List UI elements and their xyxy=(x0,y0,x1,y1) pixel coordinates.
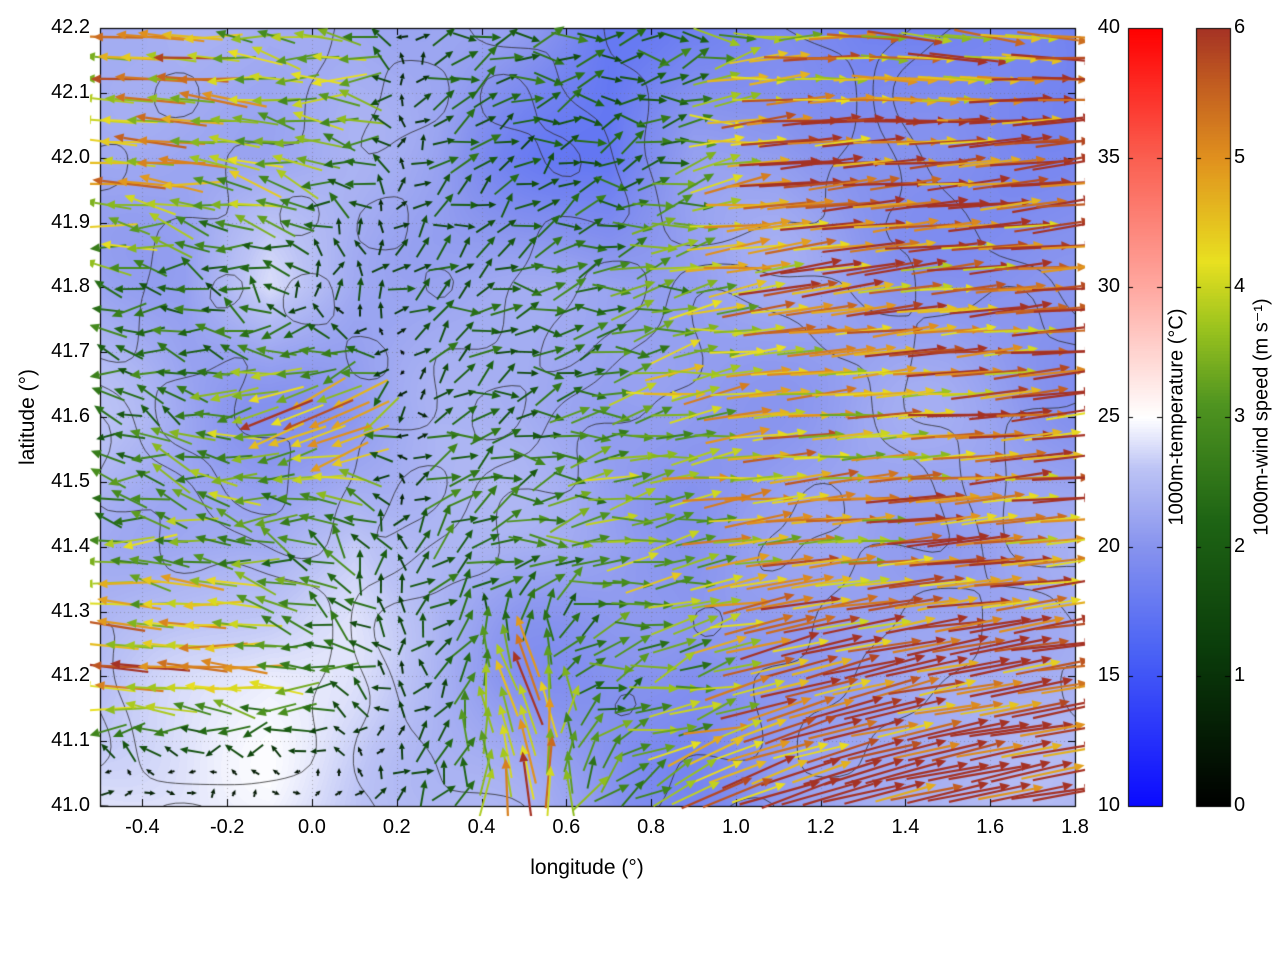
y-tick-label: 41.1 xyxy=(51,729,90,752)
x-tick-label: 0.4 xyxy=(467,816,496,838)
x-tick-label: 1.6 xyxy=(976,816,1005,838)
x-tick-label: -0.4 xyxy=(125,816,160,838)
y-tick-label: 41.4 xyxy=(51,534,90,557)
temperature-colorbar-tick-label: 35 xyxy=(1097,145,1120,168)
temperature-colorbar-tick-label: 25 xyxy=(1097,405,1120,427)
temperature-colorbar-tick-label: 40 xyxy=(1097,16,1120,38)
x-tick-label: 1.4 xyxy=(891,816,920,838)
y-tick-label: 41.7 xyxy=(51,340,90,363)
windspeed-colorbar-tick-label: 5 xyxy=(1234,145,1246,168)
y-tick-label: 41.8 xyxy=(51,275,90,298)
y-tick-label: 41.9 xyxy=(51,210,90,233)
windspeed-colorbar-tick-label: 1 xyxy=(1234,664,1246,687)
temperature-colorbar-tick-label: 20 xyxy=(1097,534,1120,557)
y-tick-label: 41.0 xyxy=(51,794,90,816)
y-tick-label: 42.0 xyxy=(51,145,90,168)
x-tick-label: 1.2 xyxy=(806,816,835,838)
y-tick-label: 41.3 xyxy=(51,599,90,622)
windspeed-colorbar-tick-label: 2 xyxy=(1234,534,1246,557)
y-tick-label: 41.2 xyxy=(51,664,90,687)
temperature-colorbar-title: 1000m-temperature (°C) xyxy=(1165,308,1188,526)
windspeed-colorbar-tick-label: 4 xyxy=(1234,275,1246,298)
windspeed-colorbar-tick-label: 6 xyxy=(1234,16,1246,38)
x-tick-label: 1.0 xyxy=(721,816,750,838)
temperature-colorbar-tick-label: 15 xyxy=(1097,664,1120,687)
temperature-colorbar-tick-label: 10 xyxy=(1097,794,1120,816)
windspeed-colorbar-title: 1000m-wind speed (m s⁻¹) xyxy=(1250,298,1273,536)
x-tick-label: 0.6 xyxy=(552,816,581,838)
y-tick-label: 42.2 xyxy=(51,16,90,38)
temperature-colorbar-tick-label: 30 xyxy=(1097,275,1120,298)
x-tick-label: 1.8 xyxy=(1061,816,1089,838)
x-tick-label: -0.2 xyxy=(209,816,245,838)
x-tick-label: 0.8 xyxy=(637,816,665,838)
y-axis-title: latitude (°) xyxy=(16,369,39,465)
y-tick-label: 42.1 xyxy=(51,80,90,103)
y-tick-label: 41.5 xyxy=(51,469,90,492)
windspeed-colorbar-tick-label: 3 xyxy=(1234,405,1246,427)
windspeed-colorbar-tick-label: 0 xyxy=(1234,794,1246,816)
x-tick-label: 0.0 xyxy=(298,816,326,838)
x-tick-label: 0.2 xyxy=(382,816,411,838)
y-tick-label: 41.6 xyxy=(51,405,90,427)
x-axis-title: longitude (°) xyxy=(530,856,644,879)
